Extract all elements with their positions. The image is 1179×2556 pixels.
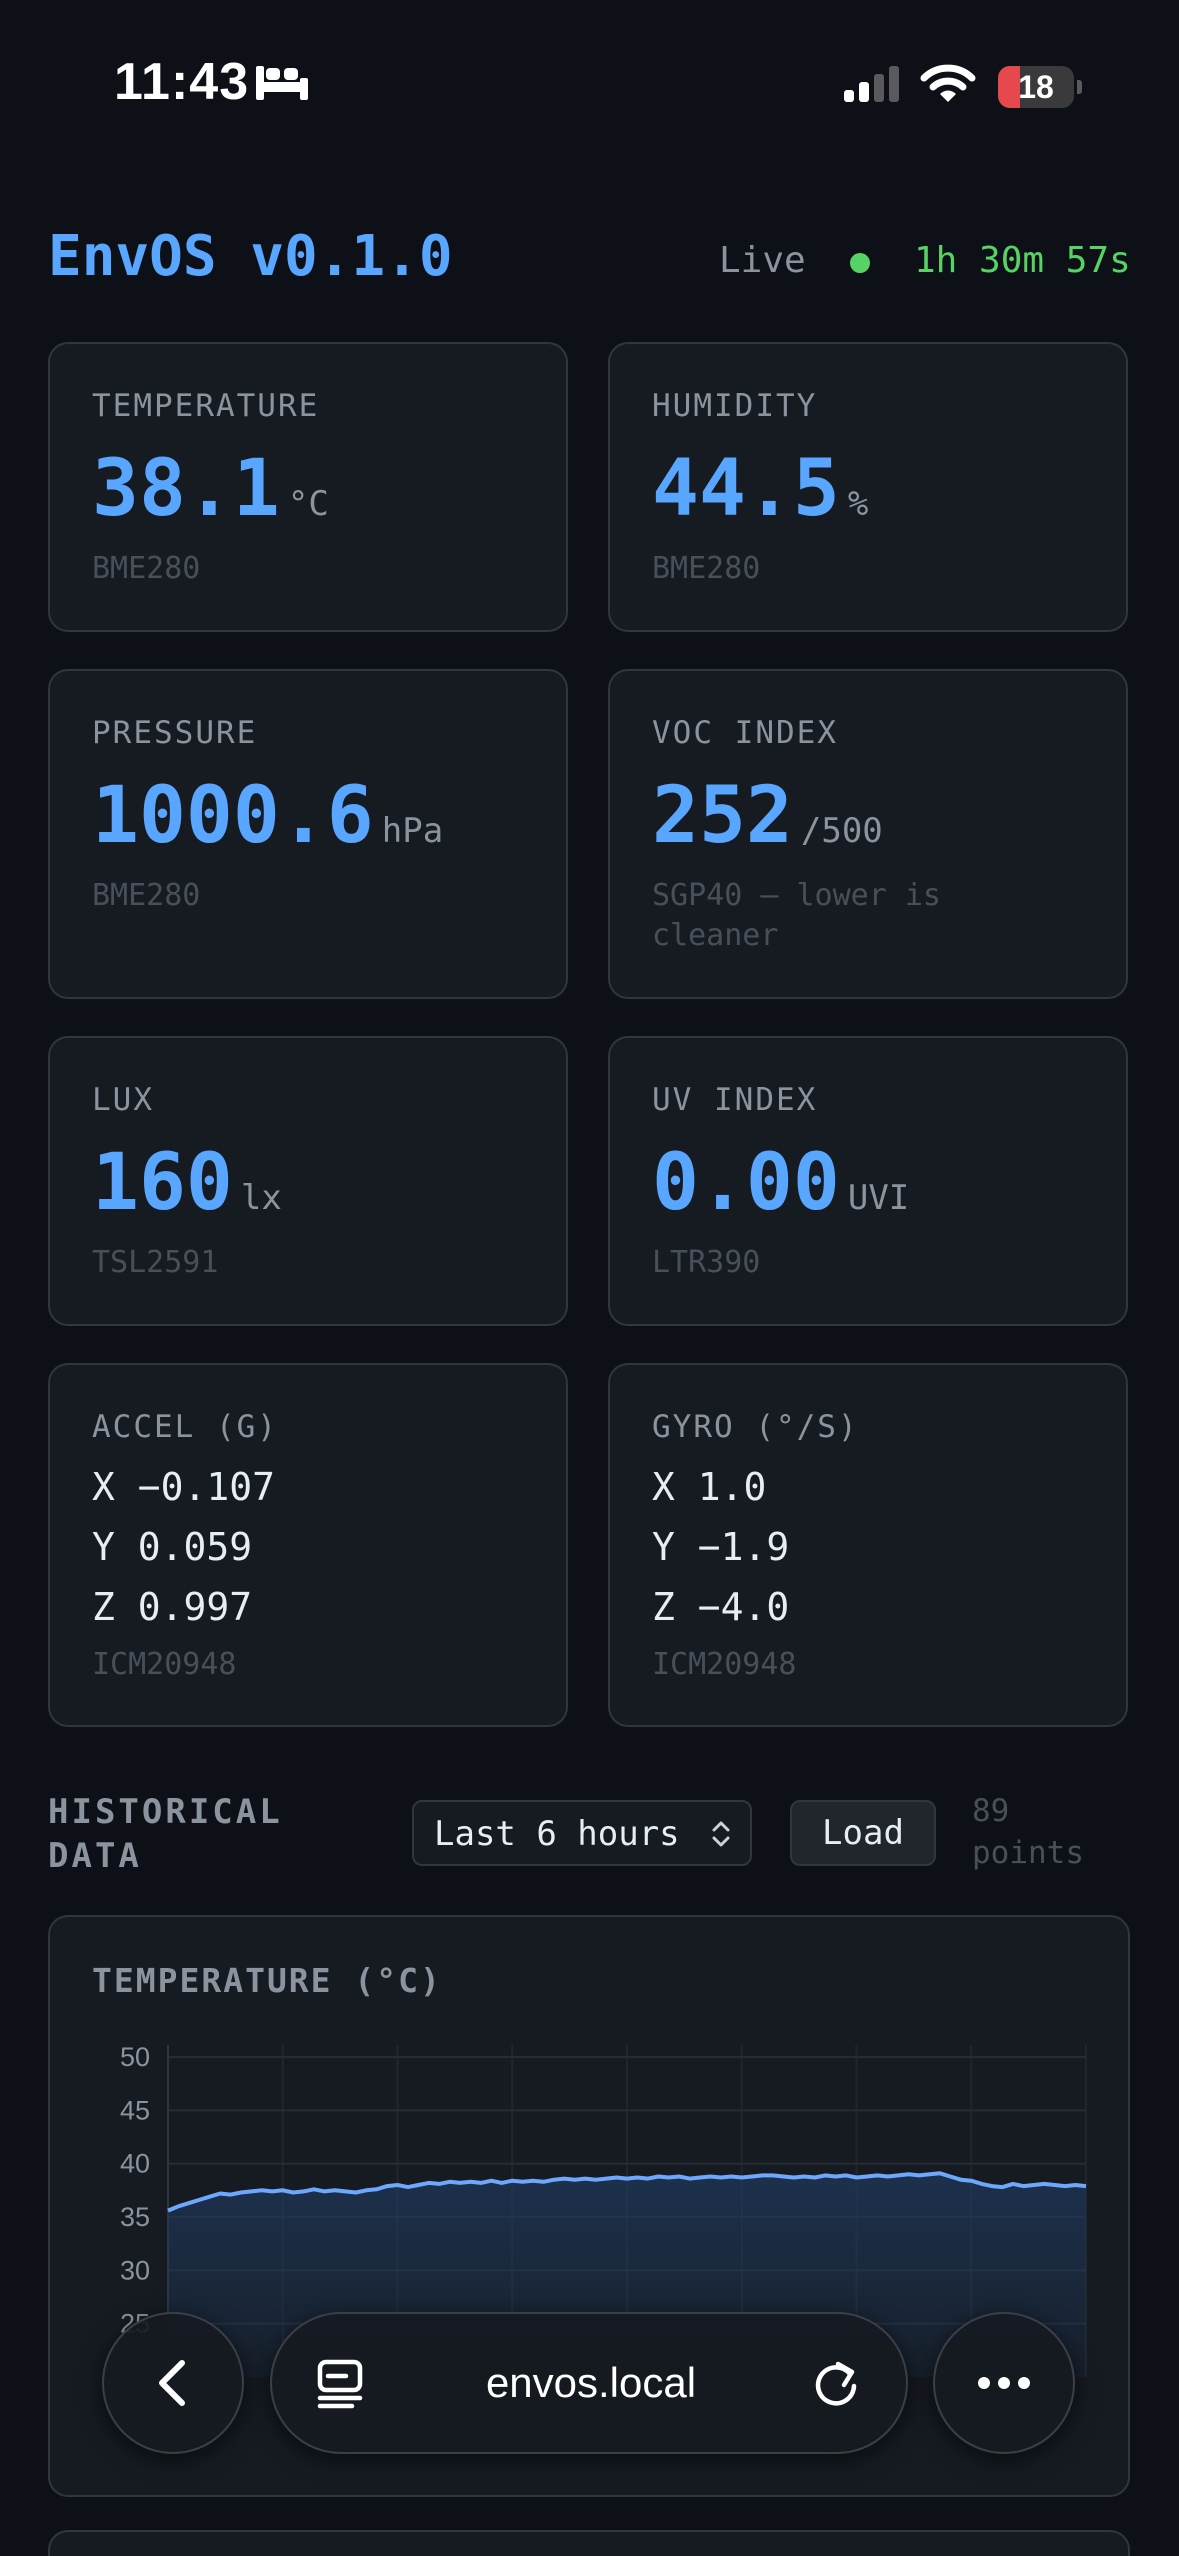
historical-title-line2: DATA [48, 1836, 142, 1876]
wifi-icon [920, 62, 976, 110]
uv-card: UV INDEX 0.00 UVI LTR390 [608, 1036, 1128, 1326]
gyro-y: Y −1.9 [652, 1525, 790, 1569]
battery-level: 18 [1018, 69, 1054, 105]
card-label: LUX [92, 1082, 154, 1118]
sensor-name: ICM20948 [92, 1647, 237, 1682]
accel-x: X −0.107 [92, 1465, 276, 1509]
chart-title: TEMPERATURE (°C) [92, 1961, 442, 2000]
voc-unit: /500 [800, 811, 883, 851]
next-chart-card [48, 2530, 1130, 2556]
uptime: 1h 30m 57s [914, 240, 1131, 281]
sensor-name: TSL2591 [92, 1245, 219, 1280]
accel-y: Y 0.059 [92, 1525, 253, 1569]
url-text: envos.local [485, 2359, 697, 2406]
temperature-value: 38.1 [92, 444, 280, 534]
accel-z: Z 0.997 [92, 1585, 253, 1629]
card-label: VOC INDEX [652, 715, 838, 751]
uv-value: 0.00 [652, 1138, 840, 1228]
voc-value: 252 [652, 771, 793, 861]
card-value: 44.5% [652, 444, 868, 534]
points-label: points [972, 1835, 1084, 1871]
card-label: GYRO (°/S) [652, 1409, 859, 1445]
url-bar[interactable]: envos.local [270, 2312, 908, 2454]
card-value: 0.00 UVI [652, 1138, 909, 1228]
card-label: PRESSURE [92, 715, 258, 751]
status-time: 11:43 [114, 53, 250, 111]
y-tick-label: 50 [120, 2042, 150, 2072]
card-label: ACCEL (G) [92, 1409, 278, 1445]
historical-title-line1: HISTORICAL [48, 1792, 283, 1832]
uv-unit: UVI [847, 1178, 910, 1218]
pressure-value: 1000.6 [92, 771, 374, 861]
humidity-unit: % [847, 484, 869, 524]
card-value: 38.1 °C [92, 444, 329, 534]
y-tick-label: 45 [120, 2095, 150, 2125]
more-button[interactable] [933, 2312, 1075, 2454]
back-chevron-icon [159, 2360, 185, 2406]
card-label: TEMPERATURE [92, 388, 320, 424]
sensor-name: BME280 [92, 878, 201, 913]
y-tick-label: 35 [120, 2202, 150, 2232]
cellular-signal-icon [844, 64, 904, 108]
voc-card: VOC INDEX 252/500 SGP40 — lower is clean… [608, 669, 1128, 999]
battery-icon: 18 [998, 66, 1074, 108]
app-title: EnvOS v0.1.0 [48, 224, 453, 289]
sensor-name: BME280 [652, 551, 761, 586]
load-button[interactable]: Load [790, 1800, 936, 1866]
battery-nub [1077, 80, 1082, 94]
y-tick-label: 30 [120, 2255, 150, 2285]
select-chevron-icon [710, 1818, 732, 1854]
humidity-value: 44.5 [652, 444, 840, 534]
temperature-unit: °C [287, 484, 329, 524]
points-number: 89 [972, 1793, 1010, 1829]
sensor-name: LTR390 [652, 1245, 761, 1280]
lux-unit: lx [240, 1178, 282, 1218]
points-count: 89 points [972, 1790, 1112, 1874]
range-select-value: Last 6 hours [434, 1814, 680, 1854]
sensor-name: BME280 [92, 551, 201, 586]
sensor-name: SGP40 — lower is cleaner [652, 878, 941, 953]
gyro-card: GYRO (°/S) X 1.0 Y −1.9 Z −4.0 ICM20948 [608, 1363, 1128, 1727]
bed-icon [254, 62, 310, 106]
card-value: 160 lx [92, 1138, 282, 1228]
card-label: HUMIDITY [652, 388, 818, 424]
card-value: 1000.6 hPa [92, 771, 443, 861]
temperature-series-line [167, 2171, 1087, 2213]
live-label: Live [719, 240, 806, 281]
pressure-unit: hPa [381, 811, 444, 851]
back-button[interactable] [102, 2312, 244, 2454]
pressure-card: PRESSURE 1000.6 hPa BME280 [48, 669, 568, 999]
gyro-z: Z −4.0 [652, 1585, 790, 1629]
humidity-card: HUMIDITY 44.5% BME280 [608, 342, 1128, 632]
lux-card: LUX 160 lx TSL2591 [48, 1036, 568, 1326]
live-status-dot [850, 253, 870, 273]
y-tick-label: 40 [120, 2149, 150, 2179]
accel-card: ACCEL (G) X −0.107 Y 0.059 Z 0.997 ICM20… [48, 1363, 568, 1727]
sensor-name: ICM20948 [652, 1647, 797, 1682]
card-label: UV INDEX [652, 1082, 818, 1118]
temperature-card: TEMPERATURE 38.1 °C BME280 [48, 342, 568, 632]
more-icon [978, 2377, 1030, 2389]
historical-title: HISTORICAL DATA [48, 1790, 348, 1878]
reload-icon[interactable] [810, 2358, 862, 2410]
range-select[interactable]: Last 6 hours [412, 1800, 752, 1866]
lux-value: 160 [92, 1138, 233, 1228]
tabs-icon [317, 2359, 363, 2409]
status-bar: 11:43 [0, 0, 1179, 150]
gyro-x: X 1.0 [652, 1465, 767, 1509]
card-value: 252/500 [652, 771, 883, 861]
